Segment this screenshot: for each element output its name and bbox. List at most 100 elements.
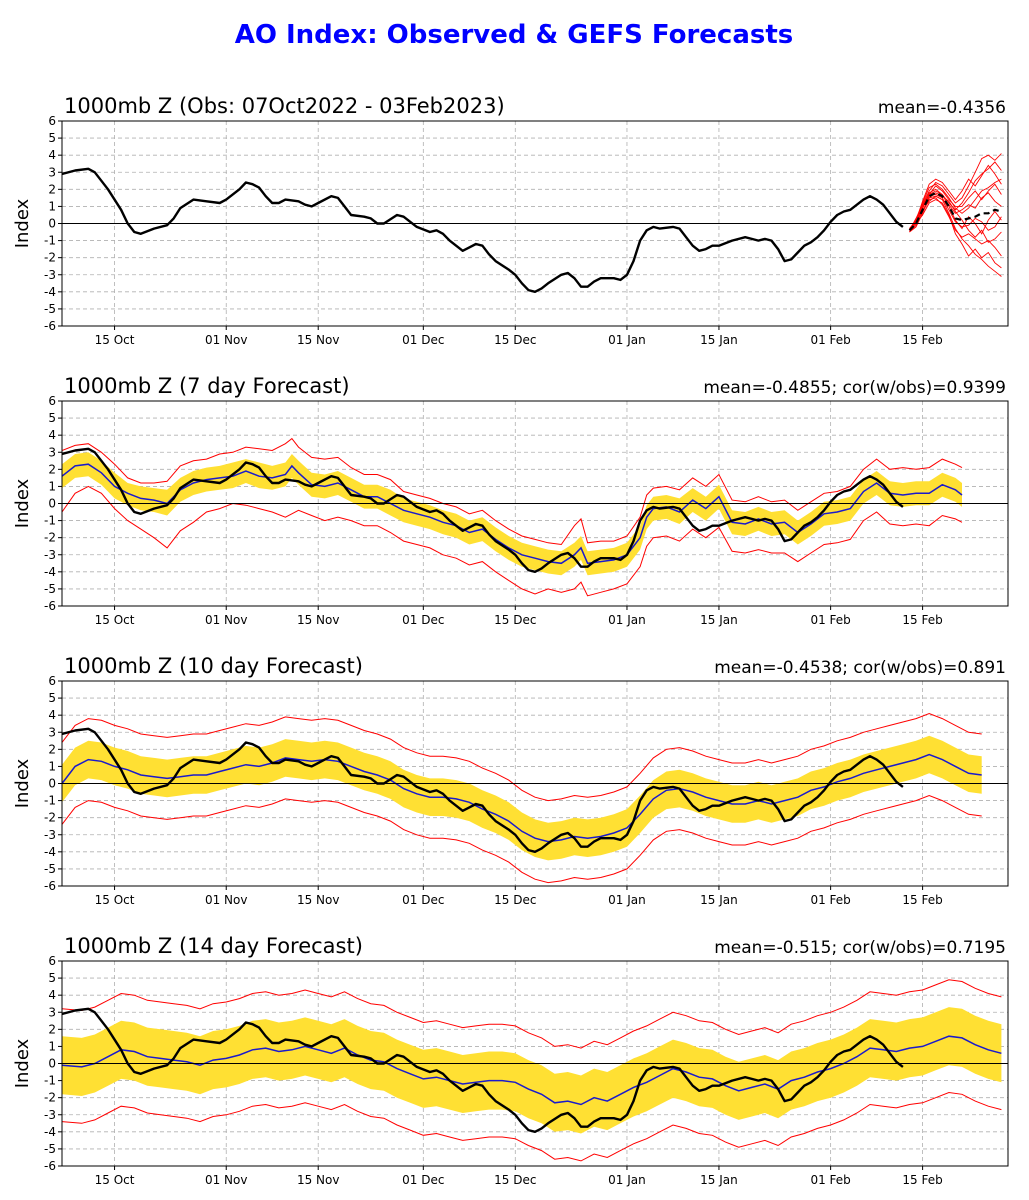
y-tick-label: -1 bbox=[44, 514, 56, 528]
x-tick-label: 01 Feb bbox=[810, 893, 850, 907]
y-tick-label: 4 bbox=[48, 428, 56, 442]
plot-area bbox=[62, 401, 1008, 606]
figure-title: AO Index: Observed & GEFS Forecasts bbox=[235, 20, 794, 50]
ensemble-mean-line bbox=[908, 191, 1002, 232]
x-tick-label: 01 Nov bbox=[205, 893, 248, 907]
y-tick-label: 2 bbox=[48, 182, 56, 196]
observed-line bbox=[62, 167, 904, 293]
x-tick-label: 15 Jan bbox=[700, 613, 738, 627]
y-tick-label: 0 bbox=[48, 1057, 56, 1071]
panel-title: 1000mb Z (7 day Forecast) bbox=[64, 374, 350, 398]
panel-stat: mean=-0.4855; cor(w/obs)=0.9399 bbox=[703, 378, 1006, 398]
y-tick-label: 0 bbox=[48, 497, 56, 511]
y-tick-label: 0 bbox=[48, 777, 56, 791]
panel-title: 1000mb Z (10 day Forecast) bbox=[64, 654, 363, 678]
x-tick-label: 15 Dec bbox=[494, 333, 536, 347]
panel-stat: mean=-0.515; cor(w/obs)=0.7195 bbox=[714, 938, 1006, 958]
y-tick-label: 1 bbox=[48, 759, 56, 773]
x-tick-label: 01 Dec bbox=[402, 893, 444, 907]
panels: 1000mb Z (Obs: 07Oct2022 - 03Feb2023) mea… bbox=[12, 94, 1009, 1187]
y-tick-label: -4 bbox=[44, 845, 56, 859]
x-tick-label: 01 Dec bbox=[402, 333, 444, 347]
y-tick-label: 3 bbox=[48, 1005, 56, 1019]
x-tick-label: 01 Feb bbox=[810, 613, 850, 627]
y-tick-label: 2 bbox=[48, 1022, 56, 1036]
y-tick-label: -3 bbox=[44, 1108, 56, 1122]
y-tick-label: 0 bbox=[48, 217, 56, 231]
y-tick-label: 2 bbox=[48, 462, 56, 476]
forecast-mean-line bbox=[62, 463, 963, 565]
observed-line bbox=[62, 1007, 904, 1133]
ensemble-member-line bbox=[909, 178, 1002, 231]
x-tick-label: 01 Jan bbox=[608, 893, 646, 907]
panel-title: 1000mb Z (Obs: 07Oct2022 - 03Feb2023) bbox=[64, 94, 505, 118]
plot-area bbox=[62, 961, 1008, 1166]
y-tick-label: -5 bbox=[44, 302, 56, 316]
x-tick-label: 15 Feb bbox=[902, 893, 942, 907]
y-axis-label: Index bbox=[12, 198, 33, 248]
x-tick-label: 15 Feb bbox=[902, 333, 942, 347]
x-tick-label: 01 Jan bbox=[608, 333, 646, 347]
range-lower-line bbox=[62, 794, 982, 884]
x-tick-label: 01 Nov bbox=[205, 613, 248, 627]
range-lower-line bbox=[62, 485, 963, 597]
y-tick-label: 4 bbox=[48, 148, 56, 162]
y-tick-label: 5 bbox=[48, 691, 56, 705]
y-tick-label: -6 bbox=[44, 319, 56, 333]
spread-band bbox=[62, 1007, 1002, 1134]
observed-line bbox=[62, 447, 904, 573]
x-tick-label: 15 Nov bbox=[297, 333, 340, 347]
y-tick-label: 3 bbox=[48, 445, 56, 459]
spread-band bbox=[62, 735, 982, 861]
ensemble-member-line bbox=[909, 183, 1002, 231]
y-tick-label: -1 bbox=[44, 794, 56, 808]
y-tick-label: -3 bbox=[44, 268, 56, 282]
ensemble-member-line bbox=[909, 192, 1002, 243]
panel-stat: mean=-0.4356 bbox=[878, 98, 1006, 118]
observed-line bbox=[62, 727, 904, 853]
ensemble-member-line bbox=[909, 164, 1002, 233]
y-tick-label: 6 bbox=[48, 394, 56, 408]
y-tick-label: 6 bbox=[48, 674, 56, 688]
y-tick-label: 4 bbox=[48, 708, 56, 722]
y-tick-label: -4 bbox=[44, 285, 56, 299]
panel-title: 1000mb Z (14 day Forecast) bbox=[64, 934, 363, 958]
x-tick-label: 15 Oct bbox=[95, 893, 135, 907]
x-tick-label: 15 Dec bbox=[494, 1173, 536, 1187]
y-axis-label: Index bbox=[12, 1038, 33, 1088]
range-upper-line bbox=[62, 979, 1002, 1049]
x-tick-label: 01 Dec bbox=[402, 1173, 444, 1187]
y-tick-label: -2 bbox=[44, 531, 56, 545]
x-tick-label: 01 Nov bbox=[205, 1173, 248, 1187]
spread-band bbox=[62, 452, 962, 576]
chart-panel-2: 1000mb Z (7 day Forecast) mean=-0.4855; c… bbox=[12, 374, 1009, 627]
x-tick-label: 15 Dec bbox=[494, 613, 536, 627]
ensemble-member-line bbox=[909, 199, 1002, 269]
forecast-mean-line bbox=[62, 1035, 1002, 1106]
x-tick-label: 15 Oct bbox=[95, 1173, 135, 1187]
x-tick-label: 15 Nov bbox=[297, 1173, 340, 1187]
x-tick-label: 15 Oct bbox=[95, 613, 135, 627]
y-tick-label: 2 bbox=[48, 742, 56, 756]
y-tick-label: -3 bbox=[44, 828, 56, 842]
y-tick-label: -4 bbox=[44, 1125, 56, 1139]
y-axis-label: Index bbox=[12, 758, 33, 808]
y-tick-label: 3 bbox=[48, 165, 56, 179]
x-tick-label: 15 Oct bbox=[95, 333, 135, 347]
y-tick-label: -2 bbox=[44, 251, 56, 265]
range-lower-line bbox=[62, 1091, 1002, 1162]
y-tick-label: -5 bbox=[44, 1142, 56, 1156]
x-tick-label: 15 Dec bbox=[494, 893, 536, 907]
y-tick-label: 1 bbox=[48, 1039, 56, 1053]
y-tick-label: -2 bbox=[44, 811, 56, 825]
y-tick-label: -6 bbox=[44, 599, 56, 613]
y-tick-label: -1 bbox=[44, 1074, 56, 1088]
x-tick-label: 01 Nov bbox=[205, 333, 248, 347]
y-tick-label: -1 bbox=[44, 234, 56, 248]
y-tick-label: 6 bbox=[48, 954, 56, 968]
y-tick-label: 1 bbox=[48, 199, 56, 213]
y-tick-label: 5 bbox=[48, 411, 56, 425]
y-tick-label: 3 bbox=[48, 725, 56, 739]
ensemble-member-line bbox=[909, 153, 1002, 231]
range-upper-line bbox=[62, 437, 963, 546]
